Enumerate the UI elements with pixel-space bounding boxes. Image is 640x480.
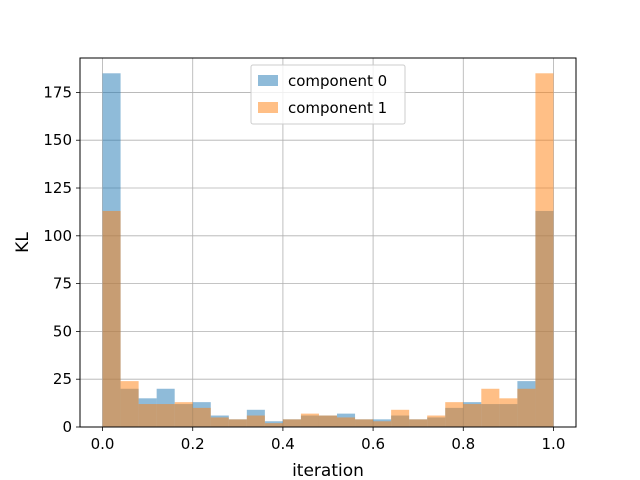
histogram-bar	[373, 421, 392, 427]
histogram-bar	[337, 417, 356, 427]
histogram-bar	[174, 402, 193, 427]
histogram-bar	[102, 210, 121, 427]
histogram-bar	[445, 402, 464, 427]
y-tick-label: 0	[62, 418, 72, 436]
series-0-bars	[102, 73, 554, 427]
histogram-bar	[499, 398, 518, 427]
x-tick-label: 0.4	[271, 435, 295, 453]
histogram-bars	[102, 73, 554, 427]
histogram-bar	[192, 407, 211, 427]
y-tick-label: 125	[43, 179, 72, 197]
x-tick-label: 0.8	[451, 435, 475, 453]
histogram-bar	[355, 419, 374, 427]
x-tick-label: 0.6	[361, 435, 385, 453]
y-axis-label: KL	[13, 232, 33, 253]
histogram-bar	[517, 388, 536, 427]
x-tick-label: 0.0	[91, 435, 115, 453]
x-axis-label: iteration	[292, 461, 364, 480]
y-tick-label: 175	[43, 83, 72, 101]
legend-label: component 0	[288, 72, 387, 90]
axis-ticks: 0.0 0.2 0.4 0.6 0.8 1.0 0 25 50 75 100 125 150 175	[43, 83, 565, 453]
legend-swatch	[258, 75, 278, 86]
plot-frame	[79, 57, 577, 428]
y-tick-label: 25	[53, 370, 72, 388]
y-tick-label: 150	[43, 131, 72, 149]
y-tick-label: 75	[53, 275, 72, 293]
legend: component 0 component 1	[250, 64, 406, 125]
y-tick-label: 100	[43, 227, 72, 245]
histogram-bar	[210, 417, 229, 427]
y-tick-label: 50	[53, 322, 72, 340]
legend-label: component 1	[288, 99, 387, 117]
histogram-bar	[318, 415, 338, 427]
x-tick-label: 0.2	[181, 435, 205, 453]
histogram-bar	[156, 404, 175, 427]
histogram-bar	[535, 73, 554, 427]
series-1-bars	[102, 73, 554, 427]
histogram-bar	[138, 404, 157, 427]
histogram-bar	[282, 419, 301, 427]
histogram-bar	[409, 419, 428, 427]
x-tick-label: 1.0	[542, 435, 566, 453]
histogram-bar	[120, 381, 139, 427]
histogram-bar	[481, 388, 500, 427]
histogram-bar	[246, 415, 265, 427]
histogram-bar	[228, 419, 247, 427]
histogram-bar	[300, 413, 319, 427]
histogram-bar	[391, 409, 410, 427]
histogram-bar	[463, 404, 482, 427]
legend-box	[250, 64, 406, 125]
histogram-bar	[264, 423, 283, 427]
legend-swatch	[258, 102, 278, 113]
histogram-bar	[427, 415, 446, 427]
